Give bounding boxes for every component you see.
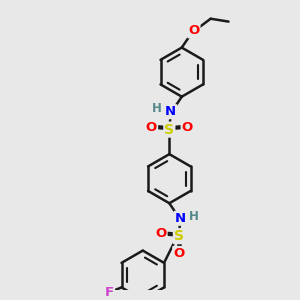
Text: O: O: [182, 121, 193, 134]
Text: S: S: [174, 229, 184, 243]
Text: H: H: [152, 102, 162, 115]
Text: S: S: [164, 123, 174, 136]
Text: F: F: [105, 286, 114, 299]
Text: H: H: [189, 210, 199, 223]
Text: O: O: [155, 227, 167, 240]
Text: O: O: [188, 24, 200, 37]
Text: O: O: [146, 121, 157, 134]
Text: N: N: [175, 212, 186, 225]
Text: N: N: [165, 105, 176, 118]
Text: O: O: [173, 247, 184, 260]
